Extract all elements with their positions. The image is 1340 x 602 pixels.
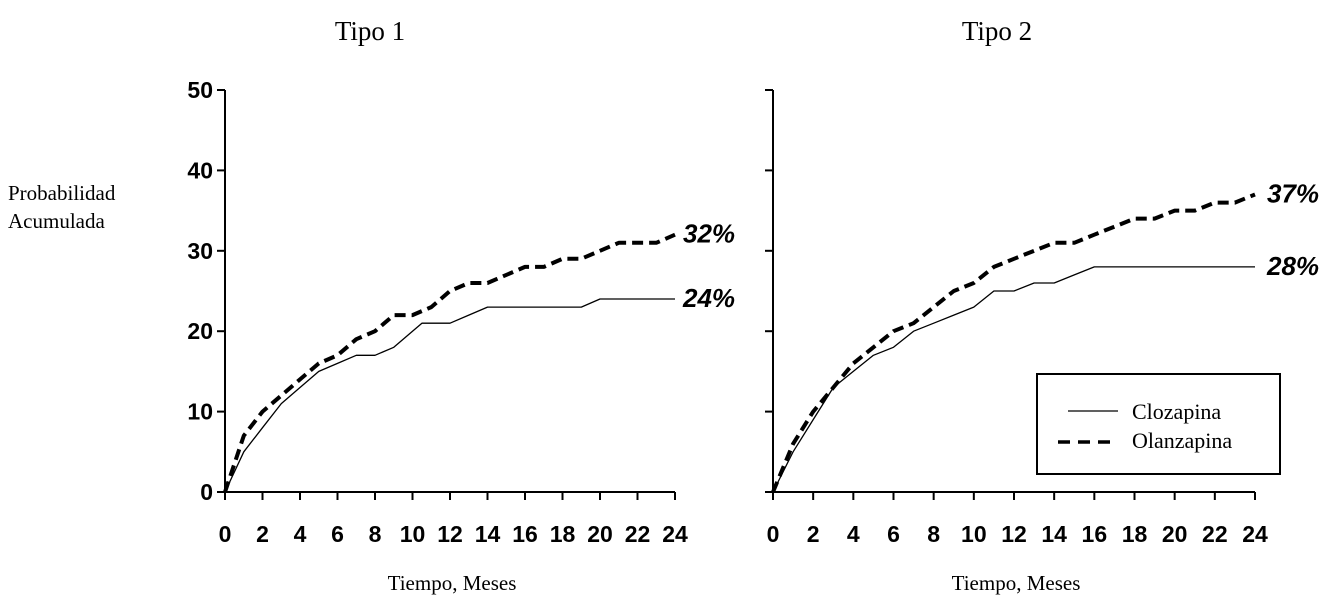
x-tick-label: 18 (550, 521, 576, 547)
legend: Clozapina Olanzapina (1036, 373, 1281, 475)
x-tick-label: 2 (807, 521, 820, 547)
x-tick-label: 22 (1202, 521, 1228, 547)
x-tick-label: 0 (767, 521, 780, 547)
y-axis-title: Probabilidad Acumulada (8, 181, 116, 233)
legend-label-olanzapina: Olanzapina (1132, 428, 1232, 453)
x-tick-label: 14 (1041, 521, 1067, 547)
x-tick-label: 18 (1122, 521, 1148, 547)
legend-box (1036, 373, 1281, 475)
x-tick-label: 6 (331, 521, 344, 547)
end-value-label-olanzapina: 32% (683, 219, 735, 249)
y-tick-label: 50 (187, 77, 213, 103)
end-value-label-clozapina: 24% (682, 283, 735, 313)
y-tick-label: 30 (187, 238, 213, 264)
x-axis-label: Tiempo, Meses (388, 571, 517, 595)
x-tick-label: 14 (475, 521, 501, 547)
x-tick-label: 12 (437, 521, 463, 547)
x-tick-label: 12 (1001, 521, 1027, 547)
y-tick-label: 0 (200, 479, 213, 505)
end-value-label-olanzapina: 37% (1267, 179, 1319, 209)
x-tick-label: 4 (847, 521, 860, 547)
series-line-clozapina (224, 298, 675, 493)
y-tick-label: 40 (187, 157, 213, 183)
y-tick-label: 10 (187, 399, 213, 425)
chart-title: Tipo 2 (962, 16, 1032, 46)
x-tick-label: 16 (1082, 521, 1108, 547)
series-line-olanzapina (771, 192, 1256, 493)
x-axis-label: Tiempo, Meses (952, 571, 1081, 595)
x-tick-label: 20 (1162, 521, 1188, 547)
x-tick-label: 8 (927, 521, 940, 547)
x-tick-label: 2 (256, 521, 269, 547)
x-tick-label: 0 (219, 521, 232, 547)
chart-title: Tipo 1 (335, 16, 405, 46)
x-tick-label: 4 (294, 521, 307, 547)
series-line-clozapina (772, 266, 1255, 493)
x-tick-label: 22 (625, 521, 651, 547)
x-tick-label: 6 (887, 521, 900, 547)
x-tick-label: 20 (587, 521, 613, 547)
y-tick-label: 20 (187, 318, 213, 344)
x-tick-label: 10 (400, 521, 426, 547)
legend-label-clozapina: Clozapina (1132, 399, 1221, 424)
x-tick-label: 24 (662, 521, 688, 547)
x-tick-label: 24 (1242, 521, 1268, 547)
series-line-olanzapina (223, 232, 676, 493)
x-tick-label: 10 (961, 521, 987, 547)
x-tick-label: 8 (369, 521, 382, 547)
x-tick-label: 16 (512, 521, 538, 547)
y-axis-title-line-2: Acumulada (8, 209, 105, 233)
end-value-label-clozapina: 28% (1266, 251, 1319, 281)
y-axis-title-line-1: Probabilidad (8, 181, 116, 205)
